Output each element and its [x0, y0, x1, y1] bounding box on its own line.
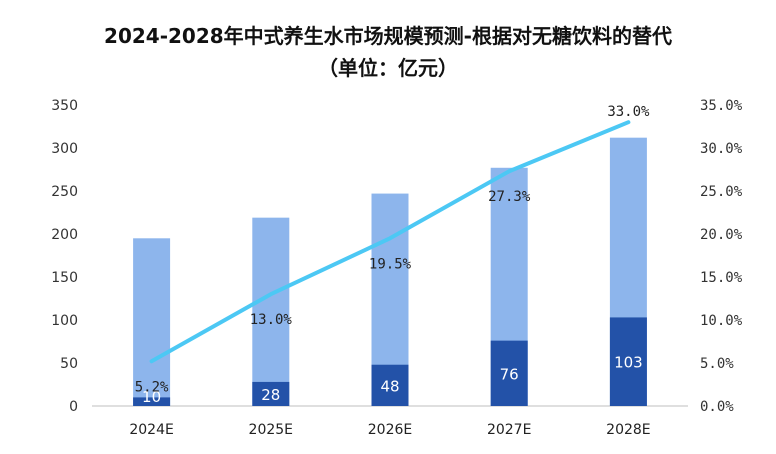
- chart-subtitle: （单位：亿元）: [318, 56, 458, 80]
- y-left-tick-label: 150: [51, 270, 78, 286]
- bar-value-label: 103: [614, 354, 643, 372]
- bar-inner: [490, 340, 528, 406]
- x-tick-label: 2024E: [129, 422, 173, 438]
- x-tick-label: 2025E: [249, 422, 293, 438]
- bar-total: [252, 217, 290, 406]
- y-left-tick-label: 250: [51, 184, 78, 200]
- bar-value-label: 10: [142, 388, 161, 406]
- line-value-label: 13.0%: [250, 312, 293, 328]
- y-left-tick-label: 350: [51, 98, 78, 114]
- bar-inner: [609, 317, 647, 406]
- x-tick-label: 2026E: [368, 422, 412, 438]
- y-right-tick-label: 35.0%: [700, 98, 743, 114]
- y-right-tick-label: 25.0%: [700, 184, 743, 200]
- bar-inner: [371, 364, 409, 406]
- bar-value-label: 48: [380, 377, 399, 395]
- chart-title: 2024-2028年中式养生水市场规模预测-根据对无糖饮料的替代: [104, 24, 672, 48]
- y-left-tick-label: 100: [51, 313, 78, 329]
- y-right-tick-label: 5.0%: [700, 356, 734, 372]
- y-right-tick-label: 15.0%: [700, 270, 743, 286]
- y-right-tick-label: 30.0%: [700, 141, 743, 157]
- bar-inner: [133, 397, 171, 406]
- line-value-label: 19.5%: [369, 256, 412, 272]
- bar-value-label: 76: [500, 365, 519, 383]
- series-line: [149, 120, 631, 364]
- bar-inner: [252, 381, 290, 406]
- bar-value-label: 28: [261, 386, 280, 404]
- bar-total: [133, 238, 171, 406]
- y-right-tick-label: 0.0%: [700, 399, 734, 415]
- x-tick-label: 2027E: [487, 422, 531, 438]
- line-value-label: 5.2%: [135, 379, 169, 395]
- y-right-tick-label: 20.0%: [700, 227, 743, 243]
- x-tick-label: 2028E: [606, 422, 650, 438]
- y-left-tick-label: 300: [51, 141, 78, 157]
- y-left-tick-label: 50: [60, 356, 78, 372]
- y-left-tick-label: 0: [69, 399, 78, 415]
- y-right-tick-label: 10.0%: [700, 313, 743, 329]
- line-value-label: 27.3%: [488, 189, 531, 205]
- y-left-tick-label: 200: [51, 227, 78, 243]
- line-value-label: 33.0%: [607, 104, 650, 120]
